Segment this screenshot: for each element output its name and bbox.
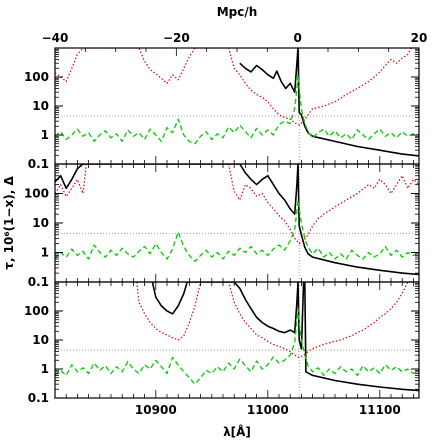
chart-panel-bottom: 0.1 1 10 100 [24, 281, 420, 405]
panel-frame [54, 163, 420, 283]
x-tick-label: 11100 [359, 403, 401, 417]
y-tick-label: 100 [24, 304, 49, 318]
reference-lines [55, 48, 419, 164]
top-axis-tick-label: −40 [42, 31, 69, 45]
panel-axes: 0.1 1 10 100 [24, 47, 420, 171]
series-line-tau [151, 282, 419, 392]
series-line-tau [239, 48, 419, 157]
top-axis-tick-label: −20 [163, 31, 190, 45]
top-axis-tick-labels: −40 −20 0 20 [42, 31, 428, 45]
panel-frame [54, 47, 420, 165]
series-line-density [55, 74, 419, 145]
y-tick-label: 100 [24, 187, 49, 201]
chart-panel-middle: 0.1 1 10 100 [24, 163, 420, 289]
y-tick-label: 100 [24, 70, 49, 84]
x-tick-label: 11000 [247, 403, 289, 417]
y-tick-label: 0.1 [28, 275, 49, 289]
series-group [55, 164, 419, 276]
y-tick-label: 10 [32, 216, 49, 230]
y-tick-label: 10 [32, 333, 49, 347]
y-tick-label: 0.1 [28, 157, 49, 171]
top-axis-label: Mpc/h [217, 5, 258, 19]
bottom-axis-tick-labels: 10900 11000 11100 [135, 403, 401, 417]
y-tick-label: 10 [32, 99, 49, 113]
series-group [55, 48, 419, 157]
series-line-tau [55, 164, 419, 276]
x-tick-label: 10900 [135, 403, 177, 417]
panel-frame [54, 281, 420, 399]
reference-lines [55, 282, 419, 398]
series-line-neutral_fraction [55, 48, 412, 126]
reference-lines [55, 164, 419, 282]
series-group [55, 282, 419, 392]
chart-panel-top: 0.1 1 10 100 [24, 47, 420, 171]
panel-axes: 0.1 1 10 100 [24, 281, 420, 405]
series-line-density [55, 199, 419, 263]
series-line-neutral_fraction [136, 282, 409, 359]
top-axis-tick-label: 20 [411, 31, 428, 45]
x-axis-label: λ[Å] [223, 424, 251, 439]
y-tick-label: 1 [41, 246, 49, 260]
y-tick-label: 0.1 [28, 391, 49, 405]
top-axis-tick-label: 0 [293, 31, 301, 45]
y-axis-label: τ, 10⁶(1−x), Δ [2, 176, 16, 270]
y-tick-label: 1 [41, 128, 49, 142]
series-line-density [55, 308, 419, 385]
series-line-neutral_fraction [55, 164, 419, 245]
y-tick-label: 1 [41, 362, 49, 376]
panel-axes: 0.1 1 10 100 [24, 163, 420, 289]
